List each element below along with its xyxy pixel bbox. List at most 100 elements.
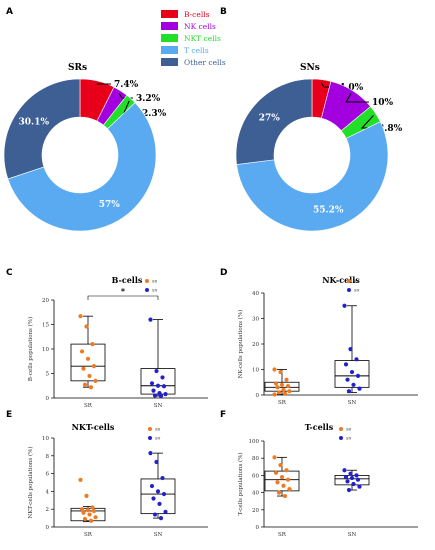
data-point-f-sr-10	[282, 493, 288, 499]
donut-slice-b-4	[235, 78, 313, 165]
chart-title-f: T-cells	[305, 422, 334, 432]
data-point-d-sr-9	[276, 390, 282, 395]
box-f-sr	[264, 470, 300, 492]
data-point-c-sn-6	[151, 388, 156, 393]
data-point-d-sr-5	[285, 383, 291, 389]
donut-label-a-0: 7.4%	[114, 80, 139, 90]
donut-label-b-3: 55.2%	[313, 206, 344, 216]
data-point-e-sr-8	[93, 515, 98, 520]
legend-swatch-0	[161, 10, 178, 18]
y-tick-label-d-0: 0	[256, 393, 260, 399]
donut-label-a-1: 3.2%	[136, 94, 161, 104]
legend-swatch-4	[161, 58, 178, 66]
data-point-c-sn-4	[155, 383, 161, 388]
data-point-e-sn-10	[158, 516, 164, 521]
data-point-e-sn-1	[154, 459, 159, 465]
data-point-d-sr-2	[284, 377, 289, 382]
donut-label-b-1: 10%	[372, 98, 394, 108]
data-point-e-sr-4	[85, 507, 91, 513]
legend-label-3: T cells	[184, 46, 209, 55]
panel-label-e: E	[6, 410, 12, 420]
y-tick-label-e-4: 8	[46, 454, 50, 460]
data-point-e-sr-2	[90, 505, 95, 510]
data-point-f-sn-0	[342, 468, 347, 473]
data-point-d-sr-6	[275, 385, 280, 390]
y-tick-label-f-3: 60	[252, 473, 259, 479]
data-point-c-sr-2	[90, 342, 95, 347]
significance-marker-c: *	[121, 286, 126, 296]
data-point-f-sn-6	[345, 479, 350, 484]
donut-label-a-4: 30.1%	[19, 118, 50, 128]
data-point-e-sn-8	[163, 509, 168, 514]
data-point-e-sr-1	[84, 493, 89, 498]
donut-title-b: SNs	[300, 63, 320, 73]
donut-slice-b-3	[236, 121, 389, 232]
legend-text-sr-f: SR	[346, 427, 351, 431]
data-point-c-sn-9	[152, 393, 158, 398]
y-tick-label-c-2: 10	[42, 347, 49, 353]
x-category-e-sn: SN	[154, 532, 163, 538]
data-point-e-sn-9	[152, 512, 158, 517]
y-tick-label-e-5: 10	[42, 436, 49, 442]
data-point-d-sn-2	[354, 357, 359, 362]
data-point-e-sr-9	[82, 516, 88, 522]
data-point-e-sn-2	[160, 475, 165, 481]
data-point-c-sr-0	[78, 314, 83, 319]
data-point-c-sr-8	[93, 378, 98, 383]
data-point-f-sn-9	[346, 487, 352, 493]
chart-title-d: NK-cells	[322, 275, 360, 285]
data-point-c-sn-3	[149, 381, 155, 386]
legend-swatch-3	[161, 46, 178, 54]
y-tick-label-f-2: 40	[252, 491, 259, 497]
y-tick-label-d-4: 40	[252, 291, 259, 297]
y-tick-label-e-2: 4	[46, 489, 50, 495]
data-point-d-sr-7	[281, 387, 286, 392]
data-point-f-sr-6	[275, 480, 280, 485]
data-point-e-sr-7	[87, 512, 92, 517]
data-point-d-sr-1	[278, 369, 283, 375]
data-point-e-sn-4	[155, 489, 161, 494]
box-e-sn	[140, 478, 176, 515]
data-point-f-sn-4	[349, 475, 355, 481]
legend-marker-sr-d	[347, 279, 351, 283]
data-point-d-sr-0	[272, 367, 277, 372]
legend-marker-sn-c	[145, 288, 149, 292]
donut-title-a: SRs	[68, 63, 87, 73]
data-point-e-sn-0	[148, 451, 153, 456]
data-point-c-sr-4	[85, 356, 91, 361]
data-point-c-sr-7	[87, 373, 92, 379]
legend-text-sn-d: SN	[354, 288, 359, 292]
donut-label-b-0: 4.0%	[339, 83, 364, 93]
data-point-d-sn-1	[348, 347, 353, 352]
donut-label-b-2: 3.8%	[378, 124, 403, 134]
data-point-e-sr-6	[81, 510, 86, 515]
x-category-d-sn: SN	[348, 400, 357, 406]
panel-label-b: B	[220, 7, 227, 17]
donut-leader-b-1	[345, 93, 369, 103]
data-point-d-sr-8	[287, 389, 292, 394]
x-category-f-sr: SR	[278, 532, 287, 538]
data-point-f-sn-8	[357, 484, 362, 489]
y-axis-label-d: NK-cells populations (%)	[237, 310, 244, 379]
y-tick-label-f-0: 0	[256, 525, 260, 531]
data-point-e-sn-7	[157, 501, 162, 506]
data-point-e-sn-3	[149, 483, 155, 489]
chart-title-e: NKT-cells	[72, 422, 115, 432]
data-point-c-sn-2	[160, 375, 165, 380]
data-point-e-sr-3	[79, 507, 85, 512]
data-point-f-sn-5	[355, 477, 361, 482]
donut-label-b-4: 27%	[259, 113, 281, 123]
donut-label-a-2: 2.3%	[142, 109, 167, 119]
legend-text-sn-c: SN	[152, 288, 157, 292]
data-point-c-sr-9	[82, 382, 88, 387]
panel-label-d: D	[220, 268, 227, 278]
y-tick-label-e-3: 6	[46, 472, 50, 478]
data-point-c-sn-10	[158, 393, 164, 399]
y-axis-label-f: T-cells populations (%)	[237, 452, 244, 515]
y-tick-label-f-5: 100	[249, 439, 260, 445]
legend-marker-sn-e	[148, 436, 152, 440]
panel-label-c: C	[6, 268, 13, 278]
data-point-c-sr-10	[88, 385, 94, 390]
donut-slice-a-3	[7, 102, 157, 232]
y-tick-label-c-4: 20	[42, 298, 49, 304]
